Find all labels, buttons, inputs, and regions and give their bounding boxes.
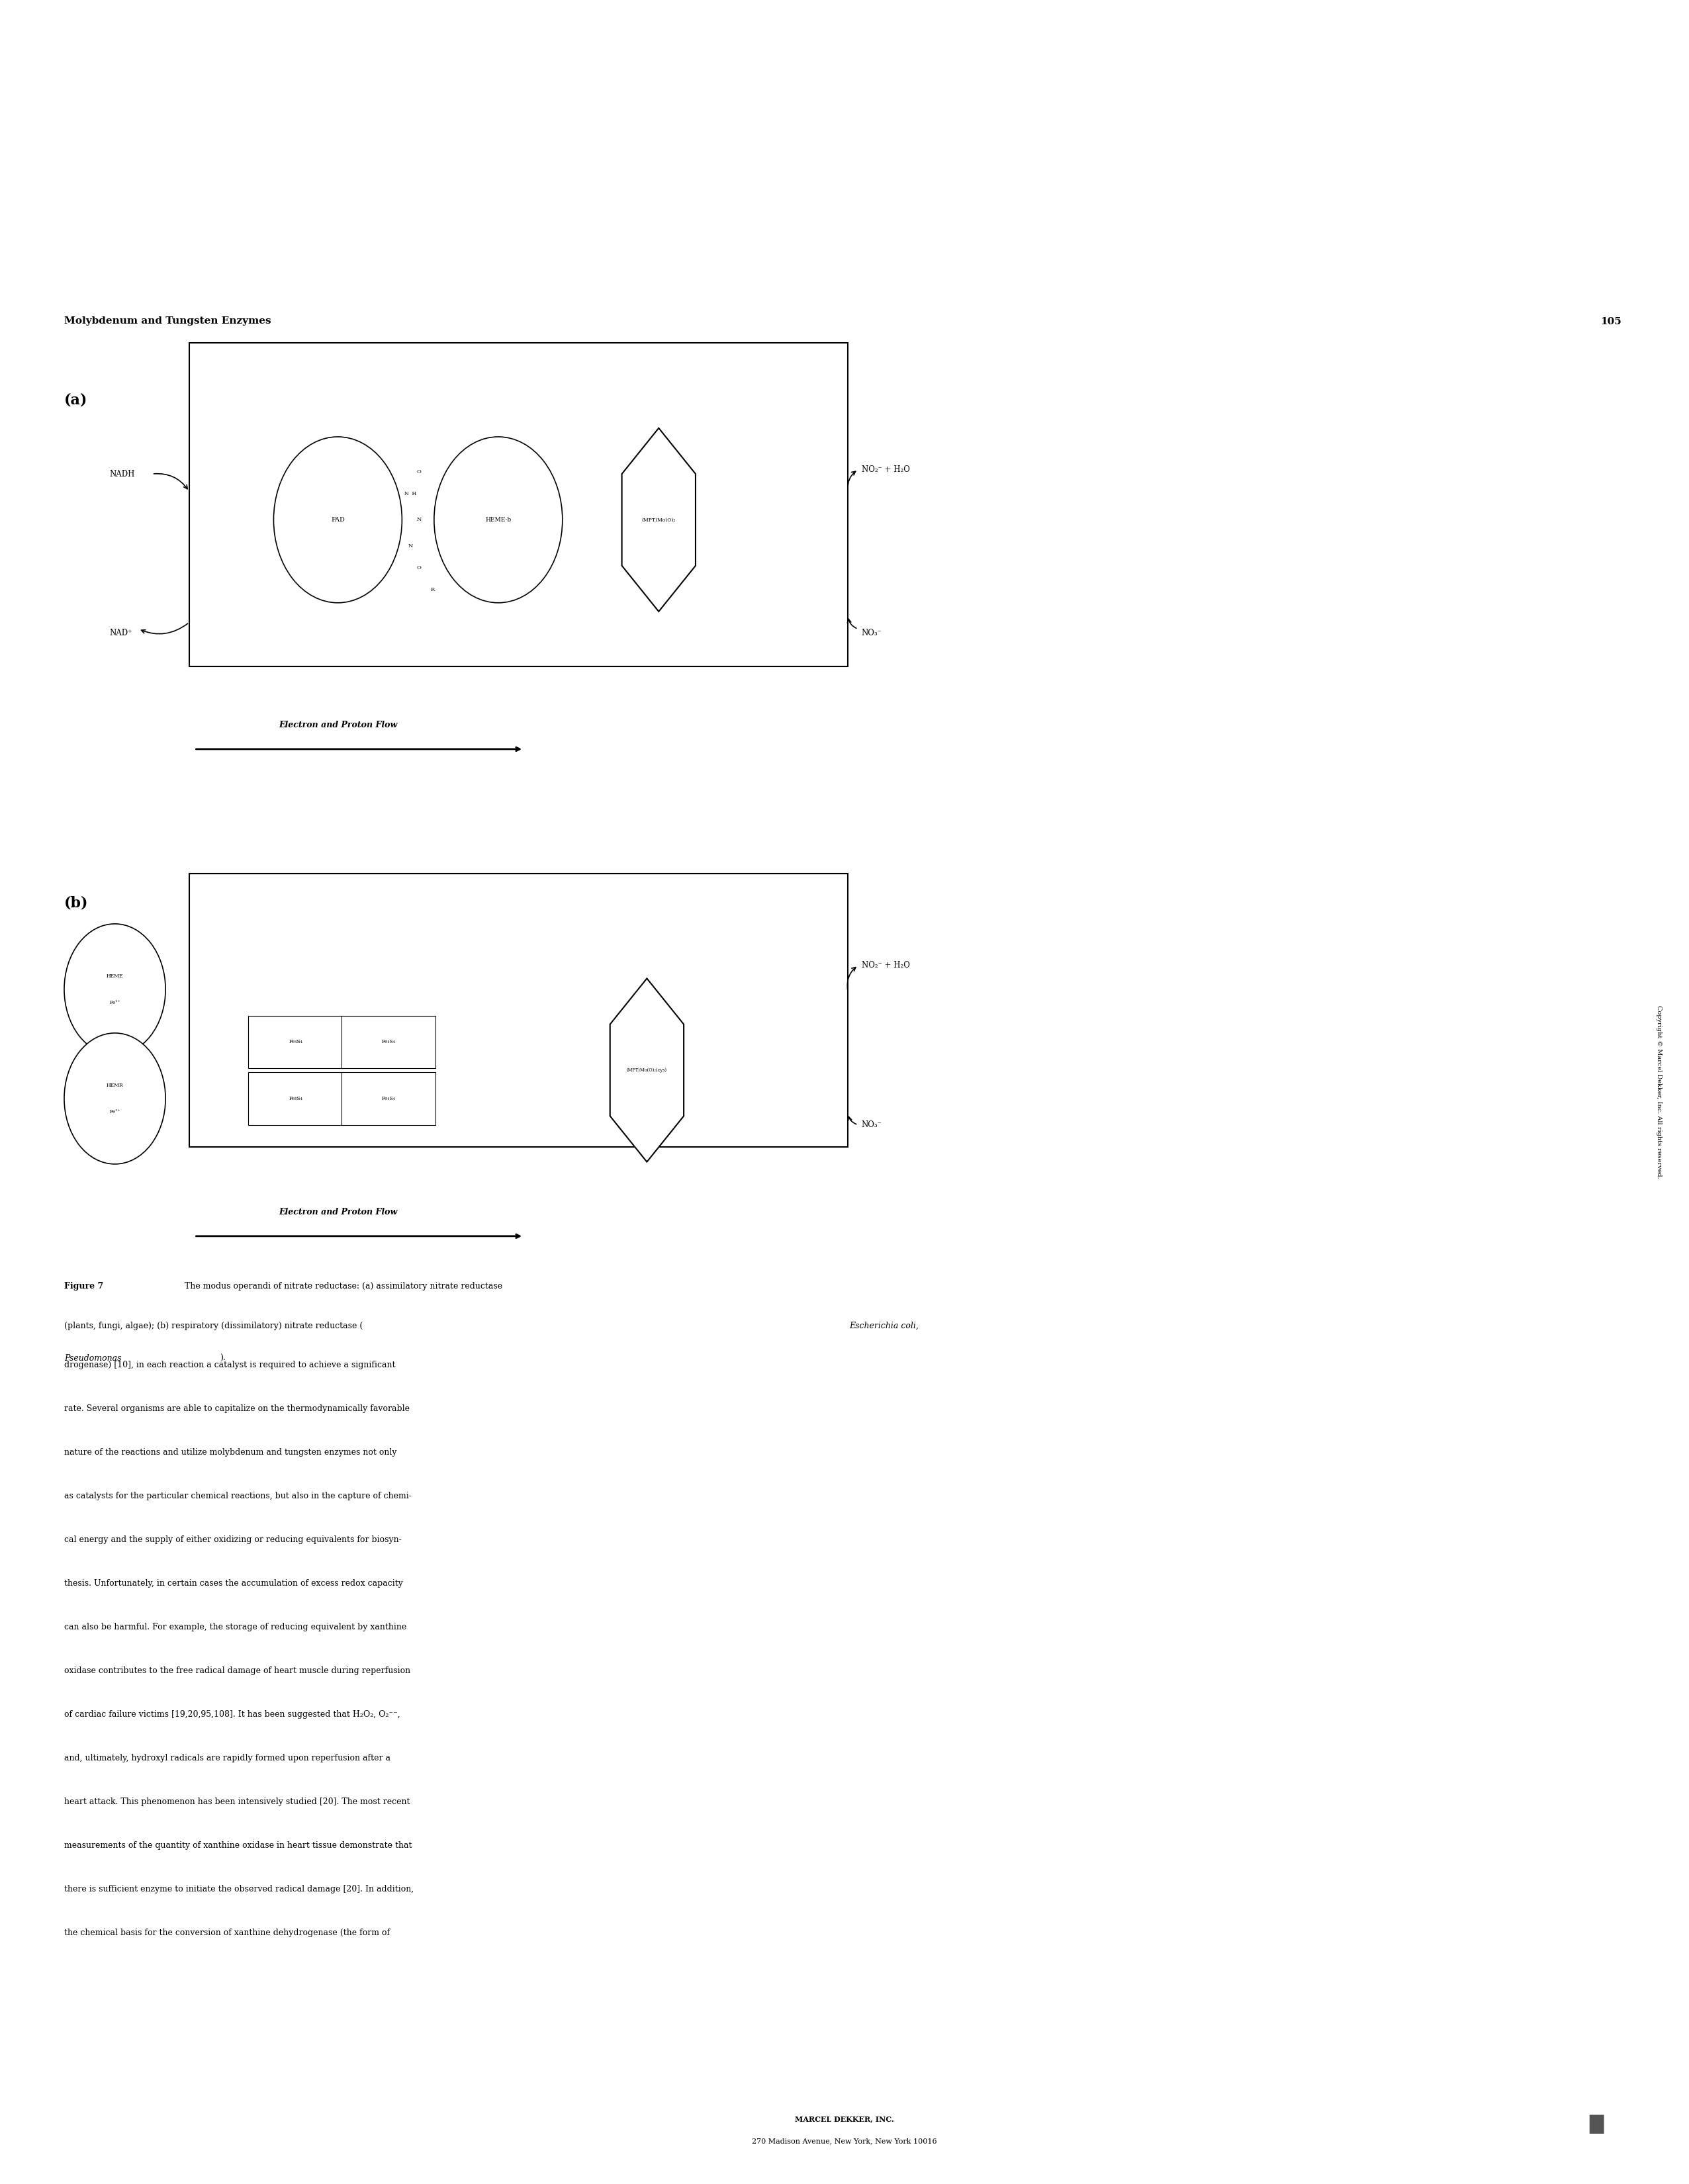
- Text: N: N: [417, 518, 421, 522]
- Text: NADH: NADH: [110, 470, 135, 478]
- Text: O: O: [417, 566, 421, 570]
- Text: thesis. Unfortunately, in certain cases the accumulation of excess redox capacit: thesis. Unfortunately, in certain cases …: [64, 1579, 404, 1588]
- FancyBboxPatch shape: [248, 1016, 343, 1068]
- Text: Fe₄S₄: Fe₄S₄: [382, 1096, 395, 1101]
- Circle shape: [274, 437, 402, 603]
- Text: the chemical basis for the conversion of xanthine dehydrogenase (the form of: the chemical basis for the conversion of…: [64, 1928, 390, 1937]
- Text: HEME-b: HEME-b: [485, 518, 512, 522]
- Text: nature of the reactions and utilize molybdenum and tungsten enzymes not only: nature of the reactions and utilize moly…: [64, 1448, 397, 1457]
- Text: HEME: HEME: [106, 974, 123, 978]
- Text: can also be harmful. For example, the storage of reducing equivalent by xanthine: can also be harmful. For example, the st…: [64, 1623, 407, 1631]
- Text: Fe²⁺: Fe²⁺: [110, 1109, 120, 1114]
- Text: NO₂⁻ + H₂O: NO₂⁻ + H₂O: [861, 465, 910, 474]
- Text: Figure 7: Figure 7: [64, 1282, 103, 1291]
- Text: FAD: FAD: [331, 518, 345, 522]
- Text: and, ultimately, hydroxyl radicals are rapidly formed upon reperfusion after a: and, ultimately, hydroxyl radicals are r…: [64, 1754, 390, 1762]
- Text: (plants, fungi, algae); (b) respiratory (dissimilatory) nitrate reductase (: (plants, fungi, algae); (b) respiratory …: [64, 1321, 363, 1330]
- Circle shape: [64, 1033, 166, 1164]
- Text: NO₃⁻: NO₃⁻: [861, 629, 882, 638]
- Text: NO₂⁻ + H₂O: NO₂⁻ + H₂O: [861, 961, 910, 970]
- Polygon shape: [610, 978, 684, 1162]
- Text: NAD⁺: NAD⁺: [110, 629, 132, 638]
- Text: (MPT)Mo(O)₂: (MPT)Mo(O)₂: [642, 518, 676, 522]
- FancyBboxPatch shape: [189, 343, 848, 666]
- FancyBboxPatch shape: [189, 874, 848, 1147]
- Text: ).: ).: [220, 1354, 225, 1363]
- Text: 105: 105: [1601, 317, 1621, 325]
- Text: N  H: N H: [404, 491, 417, 496]
- Text: Fe₄S₄: Fe₄S₄: [382, 1040, 395, 1044]
- FancyBboxPatch shape: [341, 1016, 436, 1068]
- Text: of cardiac failure victims [19,20,95,108]. It has been suggested that H₂O₂, O₂⁻⁻: of cardiac failure victims [19,20,95,108…: [64, 1710, 400, 1719]
- Text: NO₃⁻: NO₃⁻: [861, 1120, 882, 1129]
- Text: Pseudomonas: Pseudomonas: [64, 1354, 122, 1363]
- Text: measurements of the quantity of xanthine oxidase in heart tissue demonstrate tha: measurements of the quantity of xanthine…: [64, 1841, 412, 1850]
- Text: (b): (b): [64, 895, 88, 911]
- Text: Electron and Proton Flow: Electron and Proton Flow: [279, 721, 397, 729]
- Text: rate. Several organisms are able to capitalize on the thermodynamically favorabl: rate. Several organisms are able to capi…: [64, 1404, 410, 1413]
- Text: Copyright © Marcel Dekker, Inc. All rights reserved.: Copyright © Marcel Dekker, Inc. All righ…: [1655, 1005, 1662, 1179]
- Text: drogenase) [10], in each reaction a catalyst is required to achieve a significan: drogenase) [10], in each reaction a cata…: [64, 1361, 395, 1369]
- Text: HEMR: HEMR: [106, 1083, 123, 1088]
- Text: █: █: [1589, 2114, 1603, 2134]
- Text: Fe₄S₄: Fe₄S₄: [289, 1040, 302, 1044]
- Text: Escherichia coli,: Escherichia coli,: [850, 1321, 919, 1330]
- Circle shape: [434, 437, 562, 603]
- Text: Fe₈S₄: Fe₈S₄: [289, 1096, 302, 1101]
- Text: (MPT)Mo(O)₂(cys): (MPT)Mo(O)₂(cys): [627, 1068, 667, 1072]
- Text: R: R: [431, 587, 434, 592]
- Text: 270 Madison Avenue, New York, New York 10016: 270 Madison Avenue, New York, New York 1…: [752, 2138, 937, 2145]
- FancyBboxPatch shape: [341, 1072, 436, 1125]
- Text: cal energy and the supply of either oxidizing or reducing equivalents for biosyn: cal energy and the supply of either oxid…: [64, 1535, 402, 1544]
- Circle shape: [64, 924, 166, 1055]
- Text: O: O: [417, 470, 421, 474]
- FancyBboxPatch shape: [248, 1072, 343, 1125]
- Polygon shape: [622, 428, 696, 612]
- Text: Electron and Proton Flow: Electron and Proton Flow: [279, 1208, 397, 1216]
- Text: heart attack. This phenomenon has been intensively studied [20]. The most recent: heart attack. This phenomenon has been i…: [64, 1797, 410, 1806]
- Text: Fe²⁺: Fe²⁺: [110, 1000, 120, 1005]
- Text: (a): (a): [64, 393, 88, 408]
- Text: The modus operandi of nitrate reductase: (a) assimilatory nitrate reductase: The modus operandi of nitrate reductase:…: [179, 1282, 502, 1291]
- Text: oxidase contributes to the free radical damage of heart muscle during reperfusio: oxidase contributes to the free radical …: [64, 1666, 410, 1675]
- Text: Molybdenum and Tungsten Enzymes: Molybdenum and Tungsten Enzymes: [64, 317, 272, 325]
- Text: there is sufficient enzyme to initiate the observed radical damage [20]. In addi: there is sufficient enzyme to initiate t…: [64, 1885, 414, 1894]
- Text: as catalysts for the particular chemical reactions, but also in the capture of c: as catalysts for the particular chemical…: [64, 1492, 412, 1500]
- Text: N: N: [409, 544, 412, 548]
- Text: MARCEL DEKKER, INC.: MARCEL DEKKER, INC.: [796, 2116, 893, 2123]
